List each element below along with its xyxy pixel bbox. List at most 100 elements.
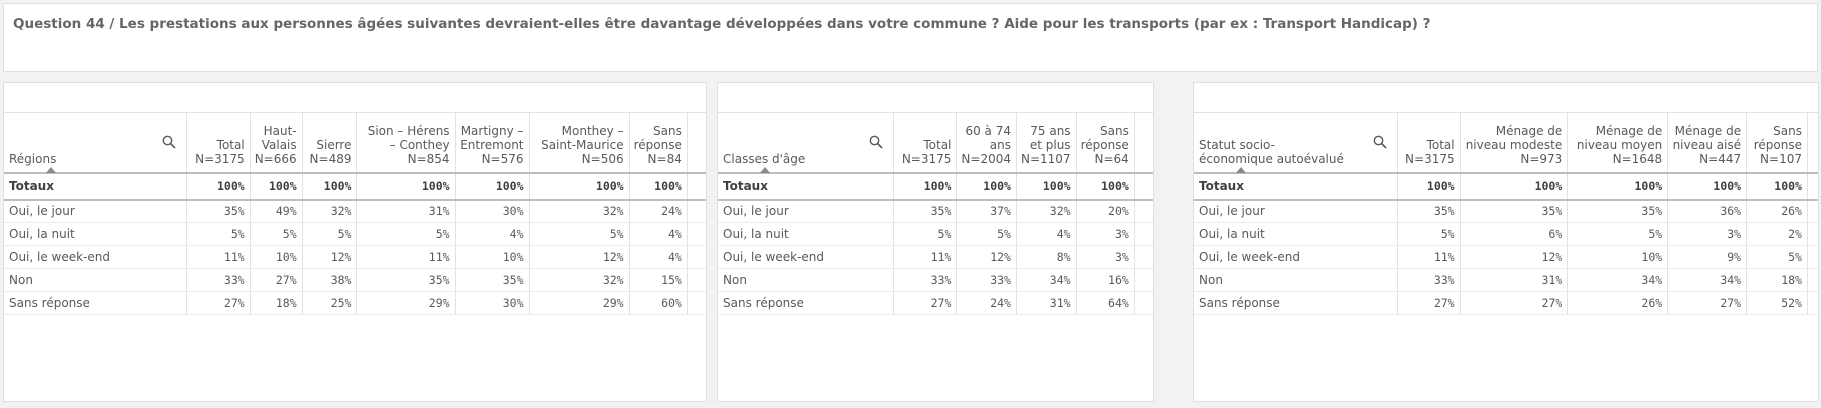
sort-ascending-icon[interactable] bbox=[46, 166, 56, 173]
value-cell: 9% bbox=[1667, 245, 1748, 269]
row-label[interactable]: Oui, le jour bbox=[1194, 199, 1398, 223]
total-cell: 100% bbox=[1016, 172, 1077, 201]
table-panel-socioeconomic-status: Statut socio-économique autoévalué Total N… bbox=[1193, 82, 1819, 402]
column-header[interactable]: Martigny – Entremont N=576 bbox=[455, 112, 530, 174]
table-row[interactable]: Non 33% 27% 38% 35% 35% 32% 15% bbox=[4, 268, 706, 292]
value-cell: 18% bbox=[250, 291, 303, 315]
row-label[interactable]: Oui, la nuit bbox=[718, 222, 895, 246]
total-cell: 100% bbox=[1567, 172, 1669, 201]
value-cell: 11% bbox=[186, 245, 251, 269]
value-cell: 27% bbox=[1460, 291, 1569, 315]
value-cell: 5% bbox=[186, 222, 251, 246]
column-header[interactable]: Ménage de niveau aisé N=447 bbox=[1667, 112, 1748, 174]
value-cell: 38% bbox=[302, 268, 358, 292]
total-cell: 100% bbox=[1460, 172, 1569, 201]
column-header[interactable]: Ménage de niveau moyen N=1648 bbox=[1567, 112, 1669, 174]
dimension-header-label: Statut socio-économique autoévalué bbox=[1199, 137, 1344, 166]
table-row[interactable]: Oui, le jour 35% 35% 35% 36% 26% bbox=[1194, 199, 1818, 223]
value-cell: 3% bbox=[1076, 222, 1135, 246]
table-row[interactable]: Oui, le jour 35% 37% 32% 20% bbox=[718, 199, 1153, 223]
row-label[interactable]: Non bbox=[4, 268, 187, 292]
value-cell: 27% bbox=[250, 268, 303, 292]
column-header[interactable]: Total N=3175 bbox=[186, 112, 251, 174]
table-row[interactable]: Non 33% 31% 34% 34% 18% bbox=[1194, 268, 1818, 292]
value-cell: 5% bbox=[1397, 222, 1461, 246]
table-row[interactable]: Sans réponse 27% 27% 26% 27% 52% bbox=[1194, 291, 1818, 315]
row-label[interactable]: Oui, le jour bbox=[4, 199, 187, 223]
value-cell: 30% bbox=[455, 199, 530, 223]
column-header[interactable]: Sion – Hérens – Conthey N=854 bbox=[356, 112, 456, 174]
value-cell: 10% bbox=[250, 245, 303, 269]
column-header[interactable]: Ménage de niveau modeste N=973 bbox=[1460, 112, 1569, 174]
table-row[interactable]: Oui, la nuit 5% 5% 4% 3% bbox=[718, 222, 1153, 246]
row-label[interactable]: Non bbox=[718, 268, 895, 292]
total-cell: 100% bbox=[455, 172, 530, 201]
question-title: Question 44 / Les prestations aux person… bbox=[13, 16, 1431, 32]
row-label[interactable]: Non bbox=[1194, 268, 1398, 292]
totals-label: Totaux bbox=[718, 172, 895, 201]
value-cell: 11% bbox=[356, 245, 456, 269]
sort-ascending-icon[interactable] bbox=[760, 166, 770, 173]
value-cell: 31% bbox=[1460, 268, 1569, 292]
column-header[interactable]: Sans réponse N=84 bbox=[629, 112, 688, 174]
value-cell: 5% bbox=[529, 222, 630, 246]
row-filler bbox=[1807, 199, 1818, 223]
column-header[interactable]: Total N=3175 bbox=[893, 112, 958, 174]
table-row[interactable]: Sans réponse 27% 24% 31% 64% bbox=[718, 291, 1153, 315]
row-label[interactable]: Sans réponse bbox=[4, 291, 187, 315]
row-filler bbox=[687, 172, 706, 201]
search-icon[interactable] bbox=[1373, 135, 1387, 149]
row-label[interactable]: Oui, le jour bbox=[718, 199, 895, 223]
dimension-header-label: Régions bbox=[9, 151, 57, 166]
value-cell: 5% bbox=[1746, 245, 1808, 269]
row-label[interactable]: Sans réponse bbox=[1194, 291, 1398, 315]
table-row[interactable]: Oui, la nuit 5% 5% 5% 5% 4% 5% 4% bbox=[4, 222, 706, 246]
row-filler bbox=[1807, 268, 1818, 292]
total-cell: 100% bbox=[1667, 172, 1748, 201]
column-header[interactable]: Sans réponse N=64 bbox=[1076, 112, 1135, 174]
table-row[interactable]: Oui, le week-end 11% 10% 12% 11% 10% 12% 4% bbox=[4, 245, 706, 269]
column-header[interactable]: Haut- Valais N=666 bbox=[250, 112, 303, 174]
value-cell: 32% bbox=[302, 199, 358, 223]
column-header[interactable]: Sans réponse N=107 bbox=[1746, 112, 1808, 174]
totals-label: Totaux bbox=[1194, 172, 1398, 201]
table-row[interactable]: Sans réponse 27% 18% 25% 29% 30% 29% 60% bbox=[4, 291, 706, 315]
value-cell: 10% bbox=[455, 245, 530, 269]
row-label[interactable]: Oui, le week-end bbox=[718, 245, 895, 269]
sort-ascending-icon[interactable] bbox=[1236, 166, 1246, 173]
value-cell: 32% bbox=[1016, 199, 1077, 223]
dimension-header[interactable]: Régions bbox=[4, 112, 187, 174]
column-header[interactable]: Total N=3175 bbox=[1397, 112, 1461, 174]
total-cell: 100% bbox=[356, 172, 456, 201]
row-label[interactable]: Oui, le week-end bbox=[4, 245, 187, 269]
value-cell: 27% bbox=[186, 291, 251, 315]
value-cell: 27% bbox=[1667, 291, 1748, 315]
table-row[interactable]: Oui, la nuit 5% 6% 5% 3% 2% bbox=[1194, 222, 1818, 246]
value-cell: 4% bbox=[629, 222, 688, 246]
table-row[interactable]: Non 33% 33% 34% 16% bbox=[718, 268, 1153, 292]
value-cell: 20% bbox=[1076, 199, 1135, 223]
value-cell: 10% bbox=[1567, 245, 1669, 269]
search-icon[interactable] bbox=[869, 135, 883, 149]
row-label[interactable]: Oui, le week-end bbox=[1194, 245, 1398, 269]
search-icon[interactable] bbox=[162, 135, 176, 149]
column-header[interactable]: 75 ans et plus N=1107 bbox=[1016, 112, 1077, 174]
row-label[interactable]: Sans réponse bbox=[718, 291, 895, 315]
table-row[interactable]: Oui, le week-end 11% 12% 10% 9% 5% bbox=[1194, 245, 1818, 269]
table-panel-age-classes: Classes d'âge Total N=3175 60 à 74 ans N=2004… bbox=[717, 82, 1154, 402]
column-header[interactable]: Monthey – Saint-Maurice N=506 bbox=[529, 112, 630, 174]
column-header[interactable]: 60 à 74 ans N=2004 bbox=[956, 112, 1017, 174]
row-filler bbox=[1134, 268, 1153, 292]
row-label[interactable]: Oui, la nuit bbox=[1194, 222, 1398, 246]
table-row[interactable]: Oui, le jour 35% 49% 32% 31% 30% 32% 24% bbox=[4, 199, 706, 223]
value-cell: 12% bbox=[956, 245, 1017, 269]
header-filler bbox=[1134, 112, 1153, 174]
table-row[interactable]: Oui, le week-end 11% 12% 8% 3% bbox=[718, 245, 1153, 269]
column-header[interactable]: Sierre N=489 bbox=[302, 112, 358, 174]
dimension-header[interactable]: Statut socio-économique autoévalué bbox=[1194, 112, 1398, 174]
dimension-header[interactable]: Classes d'âge bbox=[718, 112, 895, 174]
total-cell: 100% bbox=[186, 172, 251, 201]
value-cell: 5% bbox=[302, 222, 358, 246]
row-label[interactable]: Oui, la nuit bbox=[4, 222, 187, 246]
dimension-header-label: Classes d'âge bbox=[723, 151, 806, 166]
